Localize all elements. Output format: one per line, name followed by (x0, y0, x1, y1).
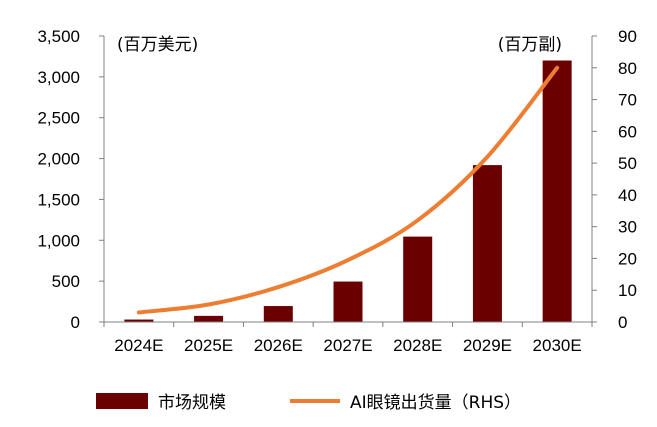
legend-label-bars: 市场规模 (158, 393, 226, 413)
category-labels: 2024E 2025E 2026E 2027E 2028E 2029E 2030E (114, 336, 581, 355)
category-label: 2028E (393, 336, 442, 355)
bar-2029E (472, 165, 502, 322)
right-tick-label: 0 (618, 313, 627, 332)
category-label: 2030E (533, 336, 582, 355)
right-tick-label: 80 (618, 59, 637, 78)
bar-2030E (542, 60, 572, 323)
right-tick-label: 30 (618, 218, 637, 237)
left-tick-label: 0 (71, 313, 80, 332)
bar-2026E (263, 306, 293, 322)
right-tick-label: 70 (618, 91, 637, 110)
left-tick-label: 1,000 (37, 231, 80, 250)
legend-label-line: AI眼镜出货量（RHS） (350, 393, 521, 413)
right-axis-unit-label: (百万副) (498, 35, 562, 55)
category-label: 2026E (254, 336, 303, 355)
right-tick-label: 20 (618, 249, 637, 268)
right-tick-label: 50 (618, 154, 637, 173)
legend-bar-swatch (96, 393, 148, 409)
bar-2025E (194, 315, 224, 322)
left-tick-label: 500 (52, 272, 80, 291)
left-tick-label: 2,500 (37, 109, 80, 128)
left-axis-unit-label: (百万美元) (117, 35, 198, 55)
category-label: 2027E (323, 336, 372, 355)
left-tick-label: 3,000 (37, 68, 80, 87)
bar-2024E (124, 319, 154, 322)
legend: 市场规模 AI眼镜出货量（RHS） (96, 393, 521, 413)
category-label: 2025E (184, 336, 233, 355)
right-axis-ticks: 0 10 20 30 40 50 60 70 80 90 (592, 27, 637, 332)
left-tick-label: 1,500 (37, 190, 80, 209)
right-tick-label: 90 (618, 27, 637, 46)
bar-series (124, 60, 572, 323)
left-tick-label: 2,000 (37, 150, 80, 169)
left-tick-label: 3,500 (37, 27, 80, 46)
right-tick-label: 60 (618, 122, 637, 141)
bar-2027E (333, 281, 363, 322)
bar-2028E (403, 236, 433, 322)
left-axis-ticks: 0 500 1,000 1,500 2,000 2,500 3,000 3,500 (37, 27, 104, 332)
category-label: 2029E (463, 336, 512, 355)
axes (103, 36, 593, 327)
category-label: 2024E (114, 336, 163, 355)
line-series (136, 65, 560, 315)
right-tick-label: 40 (618, 186, 637, 205)
right-tick-label: 10 (618, 281, 637, 300)
